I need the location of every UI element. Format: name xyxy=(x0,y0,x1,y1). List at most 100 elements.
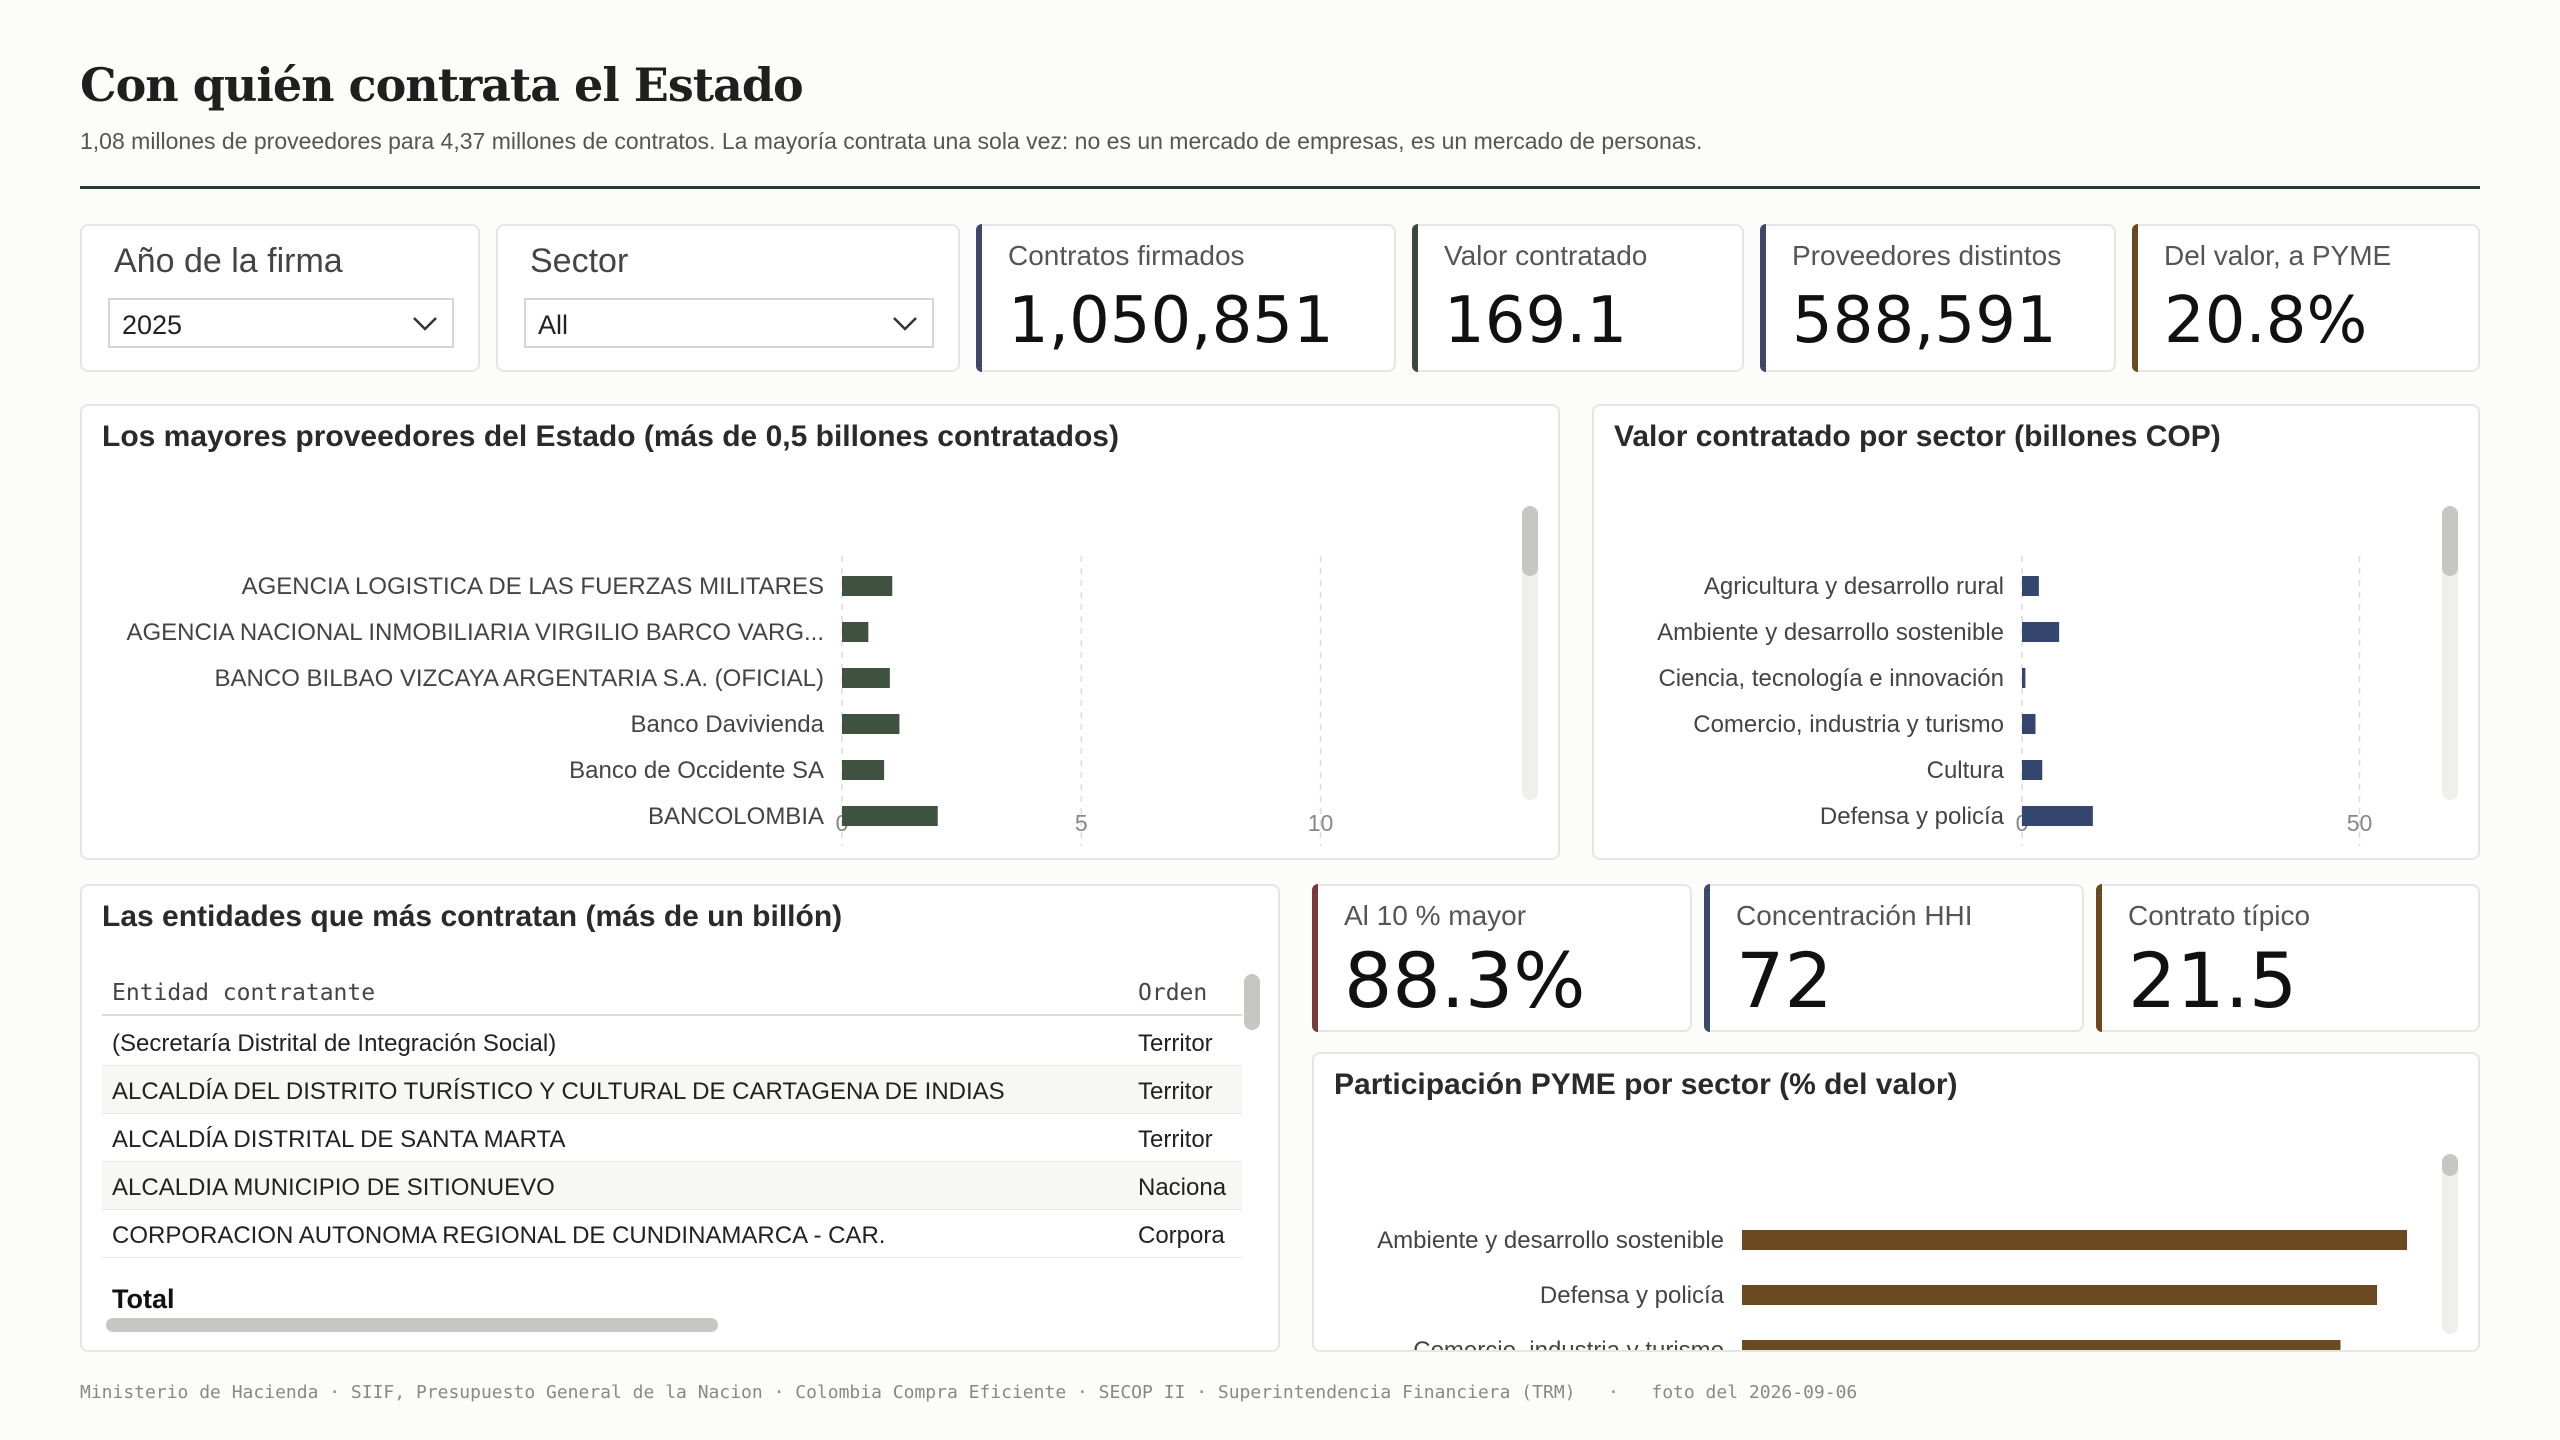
year-slicer-label: Año de la firma xyxy=(114,242,343,280)
cell-entidad: CORPORACION AUTONOMA REGIONAL DE CUNDINA… xyxy=(112,1222,886,1249)
table-row[interactable]: CORPORACION AUTONOMA REGIONAL DE CUNDINA… xyxy=(102,1210,1242,1258)
bar xyxy=(2022,760,2043,780)
category-label: AGENCIA NACIONAL INMOBILIARIA VIRGILIO B… xyxy=(127,619,825,646)
sector-scrollbar-thumb[interactable] xyxy=(2442,506,2458,576)
cell-orden: Territor xyxy=(1138,1030,1213,1057)
x-tick-label: 10 xyxy=(1308,810,1334,836)
kpi-valor: Valor contratado 169.1 xyxy=(1412,224,1744,372)
sector-slicer-label: Sector xyxy=(530,242,629,280)
sector-dropdown[interactable]: All xyxy=(524,298,934,348)
kpi-label: Contrato típico xyxy=(2128,900,2311,931)
category-label: Banco de Occidente SA xyxy=(569,757,824,784)
table-row[interactable]: ALCALDÍA DEL DISTRITO TURÍSTICO Y CULTUR… xyxy=(102,1066,1242,1114)
kpi-accent-bar xyxy=(976,224,982,372)
kpi-accent-bar xyxy=(1704,884,1710,1032)
kpi-accent-bar xyxy=(2096,884,2102,1032)
bar xyxy=(1742,1340,2341,1350)
providers-chart-title: Los mayores proveedores del Estado (más … xyxy=(102,420,1119,453)
cell-entidad: ALCALDÍA DISTRITAL DE SANTA MARTA xyxy=(112,1126,566,1153)
kpi-value: 1,050,851 xyxy=(1008,284,1334,358)
kpi-value: 588,591 xyxy=(1792,284,2057,358)
kpi-proveedores: Proveedores distintos 588,591 xyxy=(1760,224,2116,372)
sector-chart-title: Valor contratado por sector (billones CO… xyxy=(1614,420,2221,453)
table-total-row: Total xyxy=(102,1276,1242,1320)
cell-orden: Territor xyxy=(1138,1126,1213,1153)
providers-scrollbar[interactable] xyxy=(1522,506,1538,800)
kpi-hhi: Concentración HHI 72 xyxy=(1704,884,2084,1032)
kpi-pyme: Del valor, a PYME 20.8% xyxy=(2132,224,2480,372)
category-label: Ciencia, tecnología e innovación xyxy=(1658,665,2004,692)
category-label: BANCOLOMBIA xyxy=(648,803,824,830)
cell-entidad: ALCALDIA MUNICIPIO DE SITIONUEVO xyxy=(112,1174,555,1201)
table-header: Entidad contratante Orden xyxy=(102,966,1242,1016)
bar xyxy=(842,760,885,780)
sector-scrollbar[interactable] xyxy=(2442,506,2458,800)
cell-orden: Naciona xyxy=(1138,1174,1227,1201)
chevron-down-icon xyxy=(893,317,917,331)
column-header-orden[interactable]: Orden xyxy=(1138,980,1208,1006)
kpi-value: 21.5 xyxy=(2128,936,2298,1025)
cell-orden: Territor xyxy=(1138,1078,1213,1105)
sector-slicer: Sector All xyxy=(496,224,960,372)
pyme-scrollbar-thumb[interactable] xyxy=(2442,1154,2458,1176)
footer-sources: Ministerio de Hacienda · SIIF, Presupues… xyxy=(80,1382,1858,1403)
page-subtitle: 1,08 millones de proveedores para 4,37 m… xyxy=(80,128,1703,154)
kpi-label: Contratos firmados xyxy=(1008,240,1245,271)
category-label: Comercio, industria y turismo xyxy=(1693,711,2004,738)
footer-snapshot: foto del 2026-09-06 xyxy=(1651,1382,1858,1403)
column-header-entidad[interactable]: Entidad contratante xyxy=(112,980,376,1006)
sector-chart-card: Valor contratado por sector (billones CO… xyxy=(1592,404,2480,860)
bar xyxy=(842,668,890,688)
bar xyxy=(2022,576,2039,596)
bar xyxy=(2022,806,2093,826)
pyme-chart-title: Participación PYME por sector (% del val… xyxy=(1334,1068,1958,1101)
category-label: Comercio, industria y turismo xyxy=(1413,1337,1724,1350)
kpi-value: 169.1 xyxy=(1444,284,1628,358)
providers-chart-card: Los mayores proveedores del Estado (más … xyxy=(80,404,1560,860)
pyme-chart: Ambiente y desarrollo sostenible Defensa … xyxy=(1377,1227,2407,1350)
category-label: Defensa y policía xyxy=(1820,803,2005,830)
category-label: Defensa y policía xyxy=(1540,1282,1725,1309)
pyme-scrollbar[interactable] xyxy=(2442,1154,2458,1334)
page-title: Con quién contrata el Estado xyxy=(80,58,804,112)
sector-chart: 050Agricultura y desarrollo ruralAmbient… xyxy=(1657,556,2373,846)
x-tick-label: 5 xyxy=(1075,810,1088,836)
bar xyxy=(1742,1230,2407,1250)
kpi-accent-bar xyxy=(1412,224,1418,372)
kpi-label: Concentración HHI xyxy=(1736,900,1973,931)
entities-table-card: Las entidades que más contratan (más de … xyxy=(80,884,1280,1352)
chevron-down-icon xyxy=(413,317,437,331)
providers-chart: 0510AGENCIA LOGISTICA DE LAS FUERZAS MIL… xyxy=(127,556,1334,846)
category-label: Agricultura y desarrollo rural xyxy=(1704,573,2004,600)
table-row[interactable]: ALCALDIA MUNICIPIO DE SITIONUEVO Naciona xyxy=(102,1162,1242,1210)
entities-table-title: Las entidades que más contratan (más de … xyxy=(102,900,843,933)
title-divider xyxy=(80,186,2480,189)
year-slicer: Año de la firma 2025 xyxy=(80,224,480,372)
table-vscrollbar-thumb[interactable] xyxy=(1244,974,1260,1030)
bar xyxy=(842,806,938,826)
table-hscrollbar-thumb[interactable] xyxy=(106,1318,718,1332)
sector-dropdown-value: All xyxy=(538,310,569,340)
kpi-value: 88.3% xyxy=(1344,936,1586,1025)
kpi-accent-bar xyxy=(1760,224,1766,372)
bar xyxy=(842,576,893,596)
year-dropdown[interactable]: 2025 xyxy=(108,298,454,348)
bar xyxy=(2022,714,2036,734)
year-dropdown-value: 2025 xyxy=(122,310,183,340)
table-row[interactable]: ALCALDÍA DISTRITAL DE SANTA MARTA Territo… xyxy=(102,1114,1242,1162)
kpi-value: 20.8% xyxy=(2164,284,2368,358)
category-label: Ambiente y desarrollo sostenible xyxy=(1657,619,2004,646)
category-label: Ambiente y desarrollo sostenible xyxy=(1377,1227,1724,1254)
category-label: BANCO BILBAO VIZCAYA ARGENTARIA S.A. (OF… xyxy=(215,665,824,692)
kpi-accent-bar xyxy=(2132,224,2138,372)
footer-sources-text: Ministerio de Hacienda · SIIF, Presupues… xyxy=(80,1382,1576,1403)
kpi-label: Valor contratado xyxy=(1444,240,1648,271)
x-tick-label: 50 xyxy=(2347,810,2373,836)
kpi-accent-bar xyxy=(1312,884,1318,1032)
category-label: Banco Davivienda xyxy=(631,711,825,738)
table-row[interactable]: (Secretaría Distrital de Integración Soc… xyxy=(102,1018,1242,1066)
providers-scrollbar-thumb[interactable] xyxy=(1522,506,1538,576)
bar xyxy=(1742,1285,2378,1305)
bar xyxy=(842,714,900,734)
cell-entidad: (Secretaría Distrital de Integración Soc… xyxy=(112,1030,557,1057)
